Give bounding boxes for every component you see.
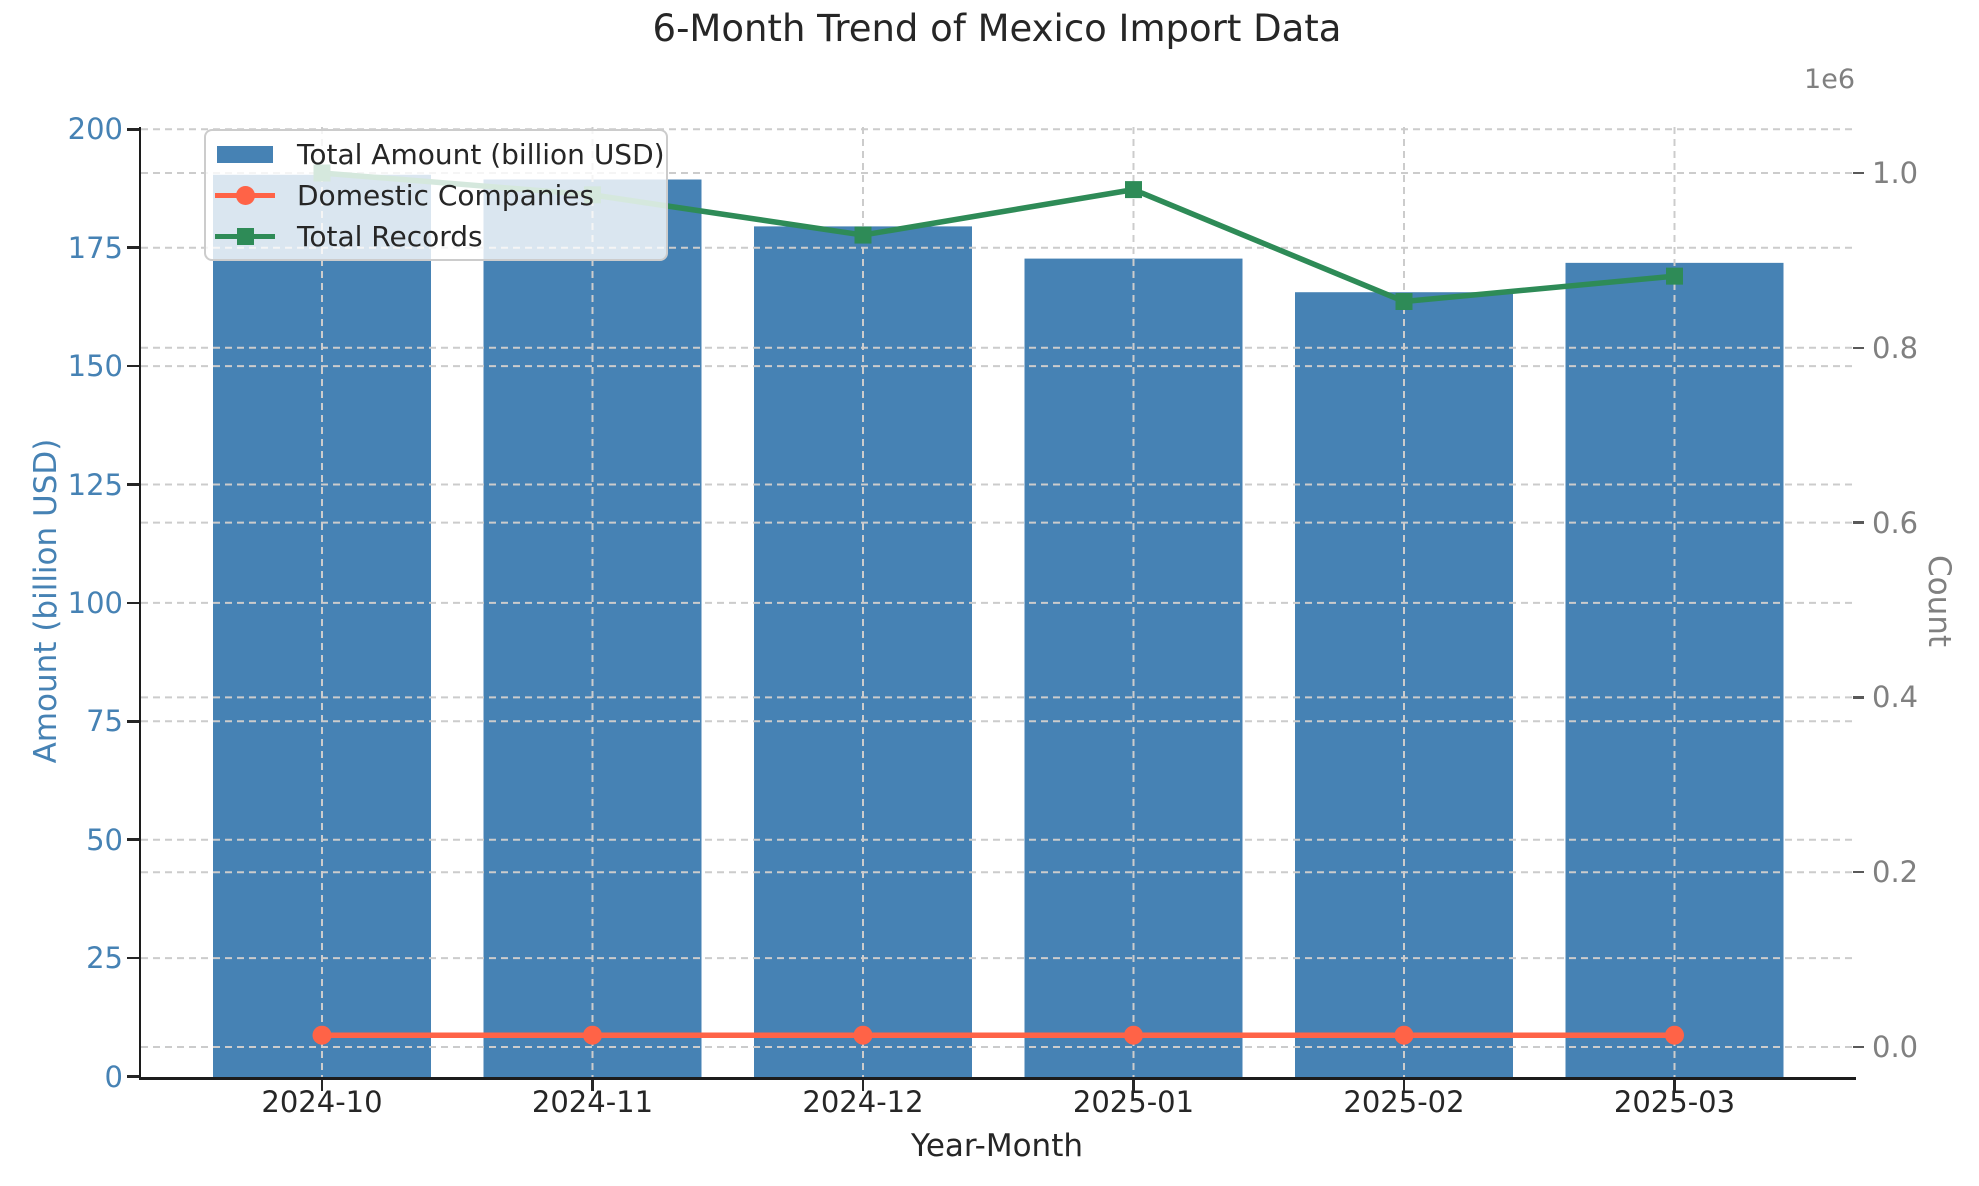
legend-item-total-records: Total Records xyxy=(215,216,666,256)
total-records-marker-2025-03 xyxy=(1666,267,1683,285)
legend-label: Domestic Companies xyxy=(297,178,595,212)
x-tick xyxy=(1132,1080,1135,1091)
domestic-companies-marker-2025-03 xyxy=(1665,1025,1684,1045)
y-right-tick xyxy=(1853,346,1864,350)
y-left-tick xyxy=(127,956,139,960)
y-right-tick-label-0.4: 0.4 xyxy=(1872,680,1919,715)
x-tick-label-2025-01: 2025-01 xyxy=(1072,1085,1195,1119)
y-left-tick-label-175: 175 xyxy=(67,230,123,265)
x-tick xyxy=(861,1080,865,1091)
domestic-companies-marker-2024-12 xyxy=(853,1025,873,1045)
y-right-tick-label-0.2: 0.2 xyxy=(1872,855,1919,890)
x-tick-label-2025-02: 2025-02 xyxy=(1343,1085,1465,1119)
y-left-tick-label-75: 75 xyxy=(86,704,123,739)
y-left-tick-label-125: 125 xyxy=(67,467,123,502)
x-tick xyxy=(320,1080,324,1091)
y-right-offset-label: 1e6 xyxy=(1804,64,1855,95)
y-left-tick-label-150: 150 xyxy=(67,349,123,384)
y-left-tick xyxy=(127,838,139,841)
chart-canvas xyxy=(141,127,1853,1077)
y-right-axis-label: Count xyxy=(1921,554,1957,648)
total-records-marker-2025-01 xyxy=(1125,181,1142,199)
x-axis-spine xyxy=(138,1076,1856,1080)
y-left-tick xyxy=(127,483,139,486)
total-records-marker-2025-02 xyxy=(1395,292,1413,310)
legend-item-total-amount: Total Amount (billion USD) xyxy=(215,134,666,174)
square-marker-icon xyxy=(236,227,254,245)
y-left-tick xyxy=(127,128,139,131)
domestic-companies-marker-2025-02 xyxy=(1394,1025,1414,1045)
y-right-tick xyxy=(1853,171,1864,175)
y-left-tick-label-50: 50 xyxy=(86,822,123,857)
x-tick-label-2024-11: 2024-11 xyxy=(531,1085,654,1119)
domestic-companies-marker-2025-01 xyxy=(1124,1025,1143,1045)
x-tick xyxy=(1673,1080,1676,1091)
y-left-tick-label-25: 25 xyxy=(86,941,123,976)
legend-square-marker-swatch xyxy=(215,223,275,249)
bar-2024-11 xyxy=(483,179,702,1077)
x-tick-label-2025-03: 2025-03 xyxy=(1613,1085,1736,1119)
x-axis-label: Year-Month xyxy=(911,1128,1083,1164)
x-tick xyxy=(1402,1080,1406,1091)
legend-bar-swatch xyxy=(215,141,275,167)
legend: Total Amount (billion USD) Domestic Comp… xyxy=(204,129,668,261)
y-right-tick xyxy=(1853,521,1864,524)
y-right-tick-label-0.8: 0.8 xyxy=(1872,330,1919,365)
legend-label: Total Records xyxy=(297,219,483,253)
domestic-companies-marker-2024-10 xyxy=(312,1025,332,1045)
y-left-tick xyxy=(127,601,139,605)
y-right-tick-label-0.0: 0.0 xyxy=(1872,1030,1919,1064)
legend-circle-marker-swatch xyxy=(215,182,275,208)
chart-title: 6-Month Trend of Mexico Import Data xyxy=(652,7,1342,50)
domestic-companies-marker-2024-11 xyxy=(583,1025,602,1045)
y-left-tick-label-100: 100 xyxy=(67,585,123,620)
y-left-tick-label-200: 200 xyxy=(67,112,123,147)
y-axis-spine xyxy=(138,127,141,1080)
y-right-tick-label-0.6: 0.6 xyxy=(1872,505,1919,540)
legend-item-domestic-companies: Domestic Companies xyxy=(215,175,666,215)
legend-label: Total Amount (billion USD) xyxy=(297,137,665,171)
y-right-tick xyxy=(1853,1045,1864,1049)
y-right-tick xyxy=(1853,696,1864,699)
x-tick xyxy=(591,1080,594,1091)
x-tick-label-2024-10: 2024-10 xyxy=(261,1085,383,1119)
y-left-tick xyxy=(127,246,139,249)
y-left-tick xyxy=(127,1075,139,1078)
y-right-tick xyxy=(1853,870,1864,874)
circle-marker-icon xyxy=(235,185,255,205)
y-left-tick-label-0: 0 xyxy=(104,1059,123,1094)
y-left-tick xyxy=(127,720,139,723)
y-right-tick-label-1.0: 1.0 xyxy=(1872,156,1919,190)
bar-swatch-patch xyxy=(217,145,273,163)
y-left-tick xyxy=(127,364,139,368)
total-records-marker-2024-12 xyxy=(854,226,872,244)
x-tick-label-2024-12: 2024-12 xyxy=(802,1085,924,1119)
